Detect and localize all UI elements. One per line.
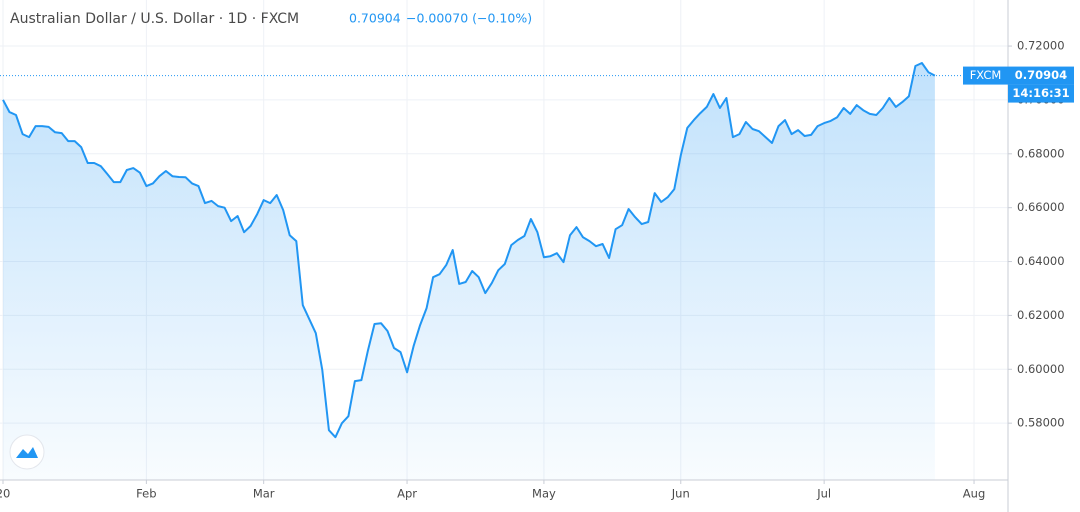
logo bbox=[9, 434, 45, 470]
countdown-label: 14:16:31 bbox=[1012, 86, 1069, 100]
source-tag-label: FXCM bbox=[970, 68, 1002, 82]
axes: 0.58000 0.60000 0.62000 0.64000 0.66000 0.680… bbox=[0, 39, 1074, 501]
countdown-tag bbox=[1008, 84, 1074, 103]
x-tick-label: Jul bbox=[816, 487, 831, 501]
plot bbox=[0, 62, 1008, 480]
x-tick-label: Feb bbox=[136, 487, 156, 501]
x-tick-label: 20 bbox=[0, 487, 10, 501]
y-tick-label: 0.60000 bbox=[1017, 362, 1065, 376]
last-price: 0.70904 bbox=[349, 11, 401, 26]
area-fill bbox=[3, 63, 935, 480]
x-tick-label: May bbox=[532, 487, 556, 501]
source-tag bbox=[963, 66, 1008, 85]
x-tick-label: Mar bbox=[253, 487, 275, 501]
y-tick-label: 0.58000 bbox=[1017, 416, 1065, 430]
y-tick-label: 0.68000 bbox=[1017, 146, 1065, 160]
price-line bbox=[2, 62, 936, 439]
x-tick-label: Jun bbox=[671, 487, 690, 501]
y-tick-label: 0.66000 bbox=[1017, 200, 1065, 214]
price-change: −0.00070 (−0.10%) bbox=[406, 11, 532, 26]
x-tick-label: Aug bbox=[963, 487, 985, 501]
price-tag bbox=[1008, 66, 1074, 85]
y-tick-label: 0.62000 bbox=[1017, 308, 1065, 322]
y-tick-label: 0.72000 bbox=[1017, 39, 1065, 53]
price-tag-label: 0.70904 bbox=[1015, 68, 1067, 82]
chart-title: Australian Dollar / U.S. Dollar · 1D · F… bbox=[10, 11, 299, 27]
x-tick-label: Apr bbox=[397, 487, 417, 501]
y-tick-label: 0.64000 bbox=[1017, 254, 1065, 268]
